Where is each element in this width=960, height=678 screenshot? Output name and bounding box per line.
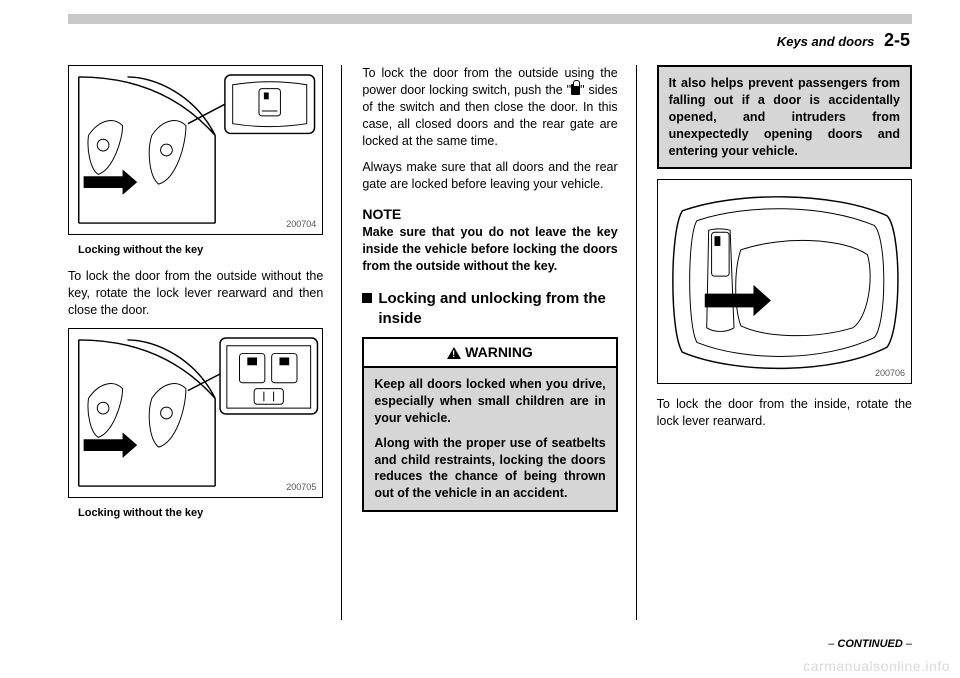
note-heading: NOTE (362, 205, 617, 224)
info-box: It also helps prevent passengers from fa… (657, 65, 912, 169)
figure-door-lock-lever: 200704 (68, 65, 323, 235)
figure-caption: Locking without the key (78, 243, 323, 258)
square-bullet-icon (362, 293, 372, 303)
section-name: Keys and doors (777, 34, 875, 49)
figure-id: 200704 (286, 218, 316, 230)
figure-id: 200706 (875, 367, 905, 379)
column-3: It also helps prevent passengers from fa… (657, 65, 912, 620)
figure-door-power-switch: 200705 (68, 328, 323, 498)
paragraph: Always make sure that all doors and the … (362, 159, 617, 193)
lock-icon (571, 84, 580, 95)
page-header: Keys and doors 2-5 (68, 30, 912, 51)
continued-footer: – CONTINUED – (828, 638, 912, 650)
warning-body: Keep all doors locked when you drive, es… (364, 368, 615, 510)
warning-triangle-icon (447, 347, 461, 359)
warning-box: WARNING Keep all doors locked when you d… (362, 337, 617, 512)
watermark: carmanualsonline.info (803, 658, 950, 674)
paragraph: To lock the door from the inside, rotate… (657, 396, 912, 430)
figure-caption: Locking without the key (78, 506, 323, 521)
warning-header: WARNING (364, 339, 615, 368)
warning-paragraph: Along with the proper use of seatbelts a… (374, 435, 605, 503)
note-body: Make sure that you do not leave the key … (362, 224, 617, 275)
manual-page: Keys and doors 2-5 (0, 0, 960, 678)
header-rule (68, 14, 912, 24)
figure-id: 200705 (286, 481, 316, 493)
paragraph: To lock the door from the outside using … (362, 65, 617, 149)
figure-inside-lock-lever: 200706 (657, 179, 912, 384)
paragraph: To lock the door from the outside withou… (68, 268, 323, 319)
content-columns: 200704 Locking without the key To lock t… (68, 65, 912, 620)
column-1: 200704 Locking without the key To lock t… (68, 65, 342, 620)
warning-label: WARNING (465, 343, 533, 362)
warning-paragraph: Keep all doors locked when you drive, es… (374, 376, 605, 427)
column-2: To lock the door from the outside using … (362, 65, 636, 620)
section-title-text: Locking and unlocking from the inside (378, 289, 617, 330)
page-number: 2-5 (884, 30, 910, 50)
section-title: Locking and unlocking from the inside (362, 289, 617, 330)
